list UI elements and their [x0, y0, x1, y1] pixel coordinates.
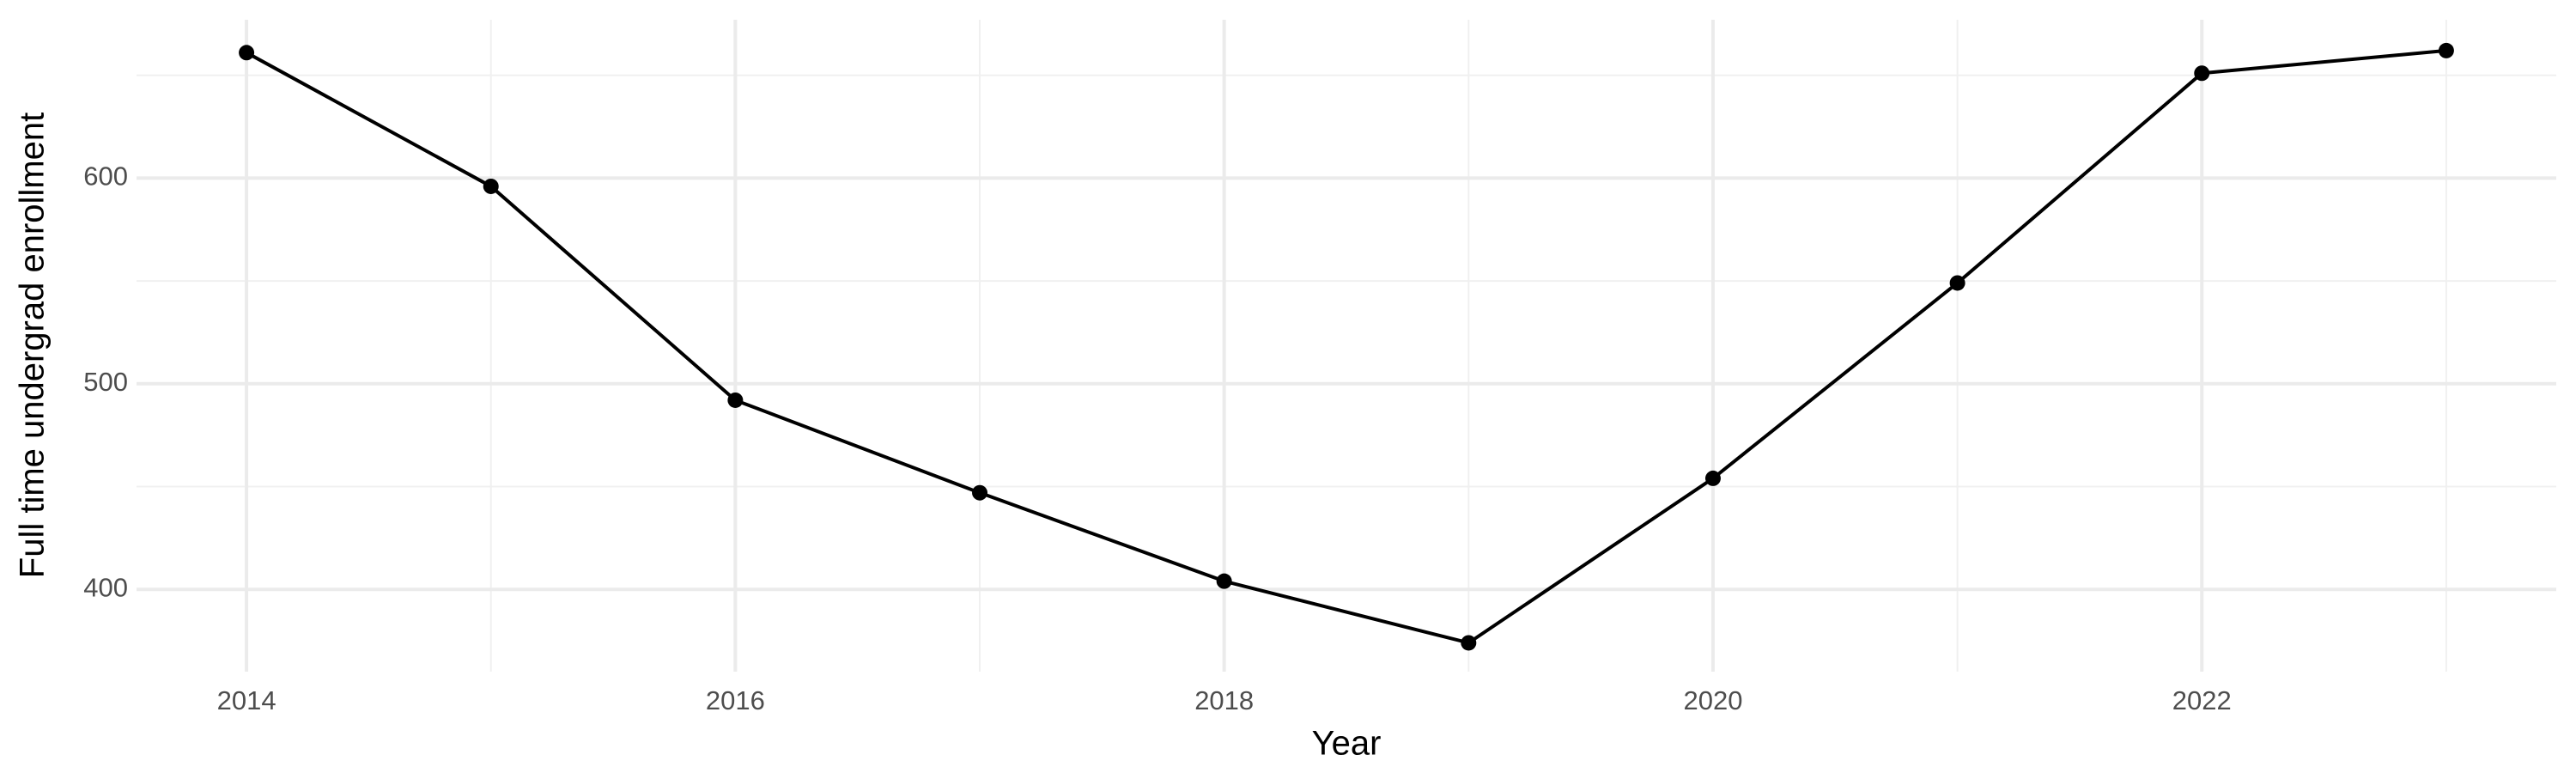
point — [972, 484, 988, 501]
grid — [137, 20, 2556, 672]
point — [239, 45, 255, 61]
x-tick-label: 2020 — [1683, 685, 1742, 715]
point — [1216, 573, 1232, 589]
x-tick-label: 2016 — [706, 685, 765, 715]
point — [727, 392, 744, 408]
point — [1461, 635, 1477, 651]
y-tick-label: 500 — [83, 367, 128, 397]
y-tick-label: 600 — [83, 161, 128, 192]
point — [2194, 65, 2210, 82]
x-tick-label: 2018 — [1194, 685, 1254, 715]
point — [1949, 275, 1965, 291]
line — [246, 48, 2447, 645]
y-axis-title: Full time undergrad enrollment — [14, 113, 52, 578]
x-tick-label: 2014 — [217, 685, 276, 715]
point — [483, 178, 499, 194]
point — [2438, 42, 2454, 58]
x-tick-label: 2022 — [2172, 685, 2232, 715]
x-axis-title: Year — [1312, 725, 1382, 763]
y-tick-label: 400 — [83, 572, 128, 602]
point — [1704, 470, 1721, 486]
